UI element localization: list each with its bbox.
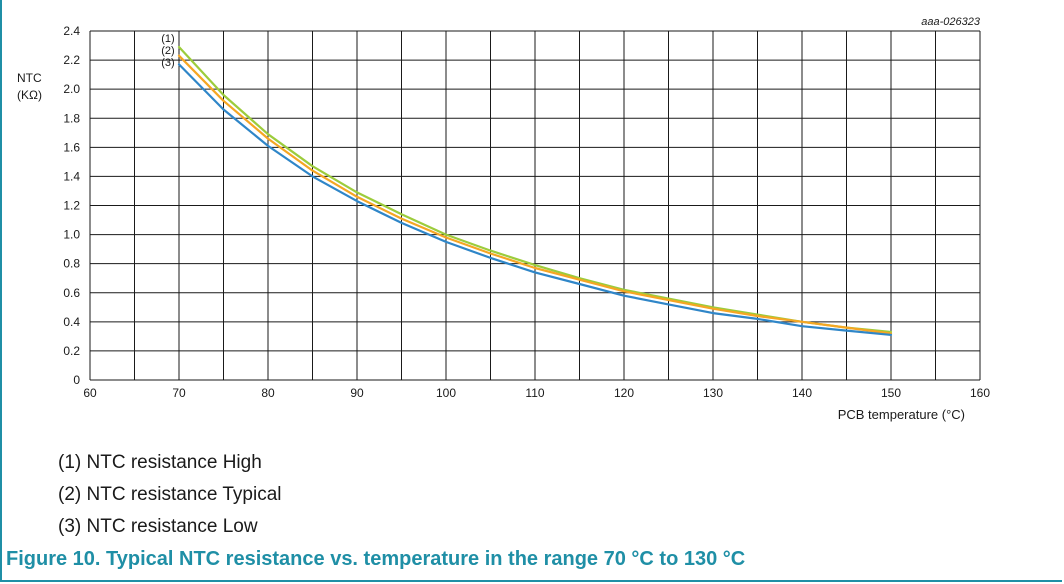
y-tick-label: 2.4 <box>63 24 80 38</box>
y-tick-label: 1.8 <box>63 111 80 125</box>
data-series <box>177 45 893 336</box>
ntc-resistance-chart: 0 0.2 0.4 0.6 0.8 1.0 1.2 1.4 1.6 1.8 2.0 2.2 2.4 60… <box>17 16 990 422</box>
series-marker-label: (2) <box>161 45 174 57</box>
series-markers: (1)(2)(3) <box>161 33 174 69</box>
y-tick-label: 1.2 <box>63 199 80 213</box>
y-tick-label: 0.4 <box>63 315 80 329</box>
y-tick-label: 0.8 <box>63 257 80 271</box>
y-tick-label: 0.2 <box>63 344 80 358</box>
chart-grid <box>89 30 981 381</box>
y-tick-label: 1.6 <box>63 140 80 154</box>
x-tick-label: 60 <box>83 386 97 400</box>
x-tick-label: 150 <box>881 386 901 400</box>
x-axis-label: PCB temperature (°C) <box>838 407 965 422</box>
x-tick-labels: 60 70 80 90 100 110 120 130 140 150 160 <box>83 386 990 400</box>
legend-item-high: (1) NTC resistance High <box>58 452 262 473</box>
y-tick-labels: 0 0.2 0.4 0.6 0.8 1.0 1.2 1.4 1.6 1.8 2.0 2.2 2.4 <box>63 24 80 387</box>
y-tick-label: 0.6 <box>63 286 80 300</box>
x-tick-label: 140 <box>792 386 812 400</box>
y-axis-label-line1: NTC <box>17 71 42 85</box>
x-tick-label: 160 <box>970 386 990 400</box>
series-line <box>177 54 893 335</box>
legend-item-low: (3) NTC resistance Low <box>58 516 258 537</box>
legend-item-typical: (2) NTC resistance Typical <box>58 484 282 505</box>
x-tick-label: 110 <box>525 386 544 400</box>
x-tick-label: 70 <box>172 386 186 400</box>
figure-caption: Figure 10. Typical NTC resistance vs. te… <box>6 548 746 570</box>
y-tick-label: 1.0 <box>63 228 80 242</box>
series-marker-label: (3) <box>161 57 174 69</box>
x-tick-label: 120 <box>614 386 634 400</box>
x-tick-label: 80 <box>261 386 275 400</box>
series-marker-label: (1) <box>161 33 174 45</box>
y-tick-label: 0 <box>73 373 80 387</box>
y-tick-label: 2.2 <box>63 53 80 67</box>
figure-id-label: aaa-026323 <box>921 16 981 28</box>
y-axis-label-line2: (KΩ) <box>17 88 42 102</box>
x-tick-label: 90 <box>350 386 364 400</box>
y-tick-label: 1.4 <box>63 169 80 183</box>
x-tick-label: 100 <box>436 386 456 400</box>
x-tick-label: 130 <box>703 386 723 400</box>
series-line <box>177 63 893 336</box>
y-tick-label: 2.0 <box>63 82 80 96</box>
